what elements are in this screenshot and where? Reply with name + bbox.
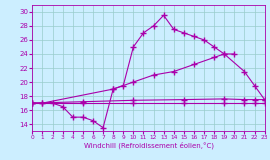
X-axis label: Windchill (Refroidissement éolien,°C): Windchill (Refroidissement éolien,°C) (83, 142, 214, 149)
